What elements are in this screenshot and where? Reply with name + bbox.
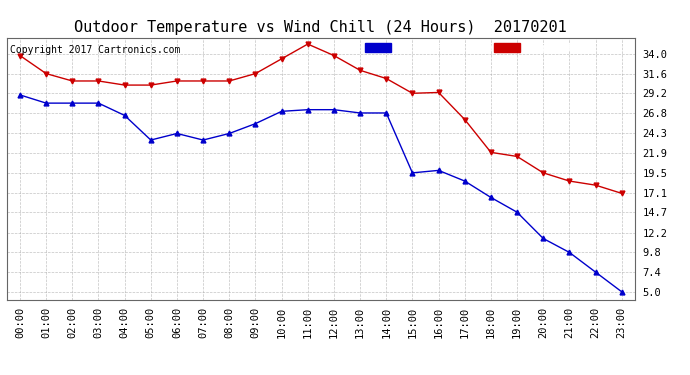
Text: Copyright 2017 Cartronics.com: Copyright 2017 Cartronics.com xyxy=(10,45,180,56)
Legend: Wind Chill  (°F), Temperature  (°F): Wind Chill (°F), Temperature (°F) xyxy=(365,43,629,53)
Title: Outdoor Temperature vs Wind Chill (24 Hours)  20170201: Outdoor Temperature vs Wind Chill (24 Ho… xyxy=(75,20,567,35)
